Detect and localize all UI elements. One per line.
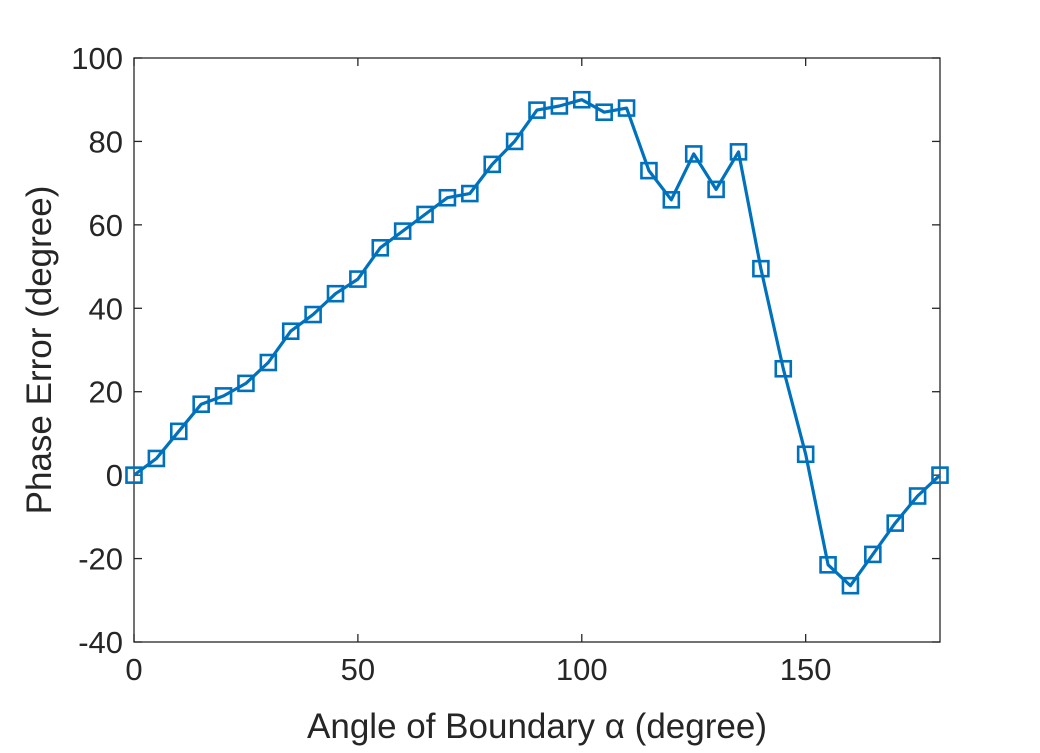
- x-axis-title: Angle of Boundary α (degree): [307, 707, 767, 746]
- data-point-marker: [796, 445, 815, 464]
- data-point-marker: [684, 145, 703, 163]
- data-point-marker: [416, 205, 434, 224]
- data-point-marker: [707, 180, 725, 199]
- x-tick-label: 0: [125, 652, 142, 687]
- data-point-marker: [595, 103, 613, 122]
- x-axis-ticks: 0 50 100 150: [125, 58, 832, 687]
- data-point-marker: [461, 184, 479, 203]
- data-point-marker: [841, 576, 860, 595]
- data-point-marker: [662, 191, 681, 209]
- y-tick-label: 100: [71, 41, 123, 76]
- data-point-marker: [752, 259, 770, 278]
- y-axis-ticks: -40 -20 0 20 40 60 80 100: [71, 41, 940, 660]
- data-point-marker: [729, 143, 748, 161]
- data-point-marker: [864, 545, 882, 564]
- data-point-marker: [214, 387, 233, 405]
- x-tick-label: 100: [556, 652, 608, 687]
- data-point-marker: [326, 284, 345, 303]
- data-point-marker: [550, 97, 569, 115]
- y-tick-label: 0: [106, 458, 123, 493]
- data-point-marker: [371, 239, 390, 257]
- data-point-marker: [617, 99, 636, 117]
- y-axis-title: Phase Error (degree): [20, 186, 59, 515]
- data-point-marker: [505, 132, 524, 151]
- y-tick-label: 80: [89, 124, 123, 159]
- data-point-marker: [304, 305, 322, 324]
- x-tick-label: 50: [341, 652, 375, 687]
- data-point-marker: [572, 90, 591, 109]
- x-tick-label: 150: [780, 652, 832, 687]
- data-point-marker: [483, 155, 502, 174]
- data-point-marker: [438, 188, 457, 207]
- series-layer: [125, 90, 949, 595]
- data-point-marker: [237, 374, 255, 393]
- y-tick-label: 40: [89, 291, 123, 326]
- data-point-marker: [192, 395, 210, 414]
- y-tick-label: -40: [78, 625, 123, 660]
- data-point-marker: [125, 466, 143, 484]
- data-point-marker: [528, 101, 546, 119]
- y-tick-label: 60: [89, 208, 123, 243]
- data-point-marker: [640, 161, 658, 180]
- data-point-marker: [349, 270, 367, 288]
- data-point-marker: [281, 322, 300, 341]
- data-point-marker: [819, 556, 837, 574]
- data-point-marker: [886, 514, 905, 532]
- data-point-marker: [169, 422, 188, 441]
- y-tick-label: -20: [78, 542, 123, 577]
- data-point-marker: [393, 222, 412, 240]
- data-point-marker: [774, 359, 793, 378]
- series-line: [133, 98, 942, 588]
- data-point-marker: [931, 466, 949, 484]
- plot-area: [133, 57, 941, 643]
- data-point-marker: [259, 353, 278, 372]
- data-point-marker: [908, 487, 927, 505]
- data-point-marker: [147, 449, 166, 468]
- y-tick-label: 20: [89, 375, 123, 410]
